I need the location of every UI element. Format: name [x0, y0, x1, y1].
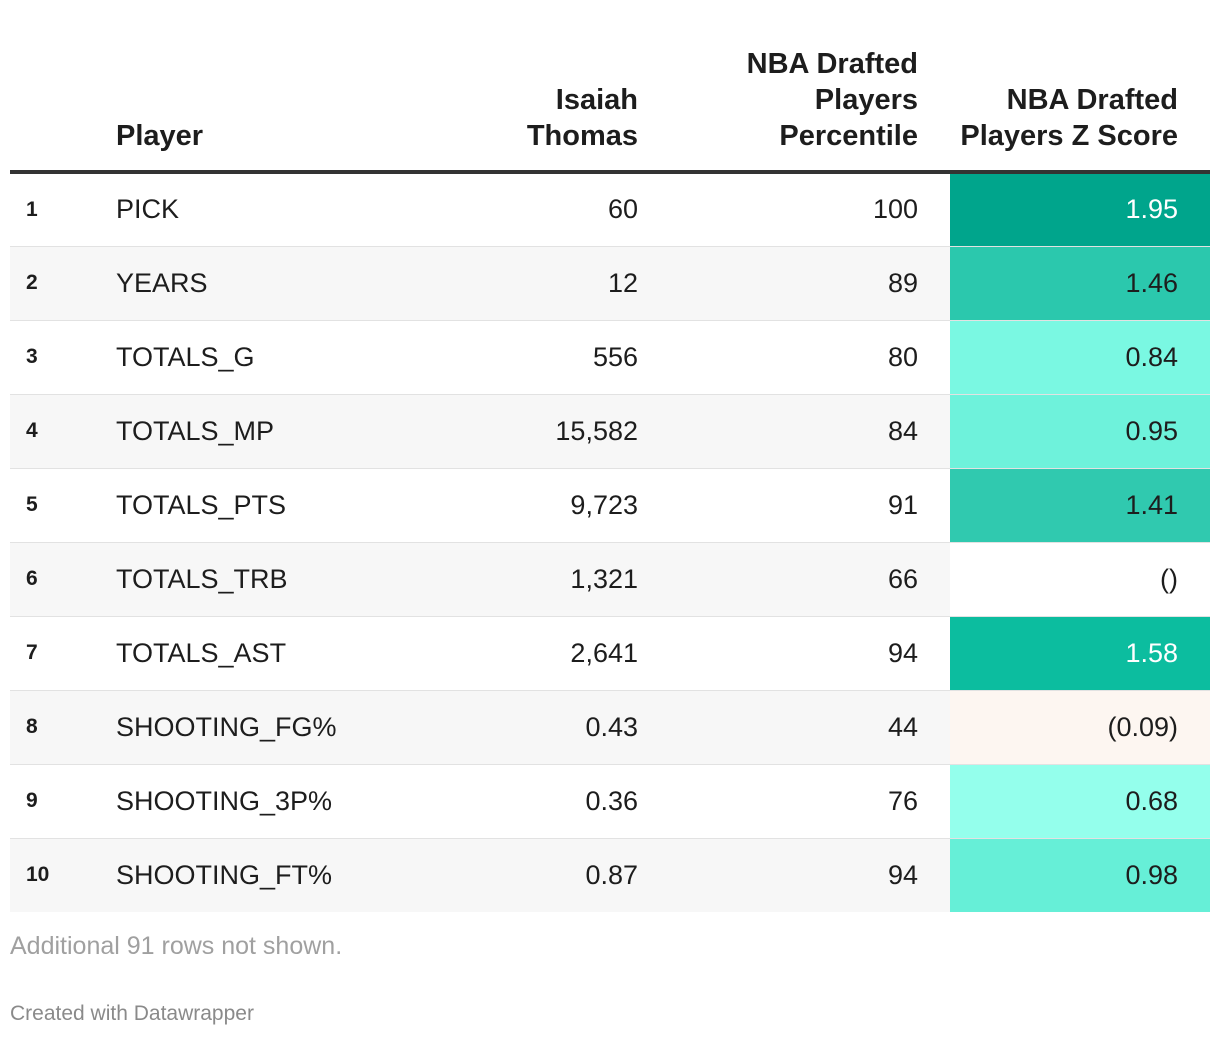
header-isaiah-thomas[interactable]: Isaiah Thomas	[470, 40, 670, 174]
rank-cell: 8	[10, 690, 110, 765]
z-score-cell: 1.46	[950, 246, 1210, 321]
player-cell: SHOOTING_FG%	[110, 690, 470, 765]
isaiah-thomas-cell: 0.43	[470, 690, 670, 765]
player-cell: TOTALS_AST	[110, 616, 470, 691]
isaiah-thomas-cell: 60	[470, 172, 670, 247]
player-cell: PICK	[110, 172, 470, 247]
percentile-cell: 76	[670, 764, 950, 839]
percentile-cell: 80	[670, 320, 950, 395]
table-row: 8 SHOOTING_FG% 0.43 44 (0.09)	[10, 690, 1210, 765]
table-row: 5 TOTALS_PTS 9,723 91 1.41	[10, 468, 1210, 543]
percentile-cell: 94	[887, 859, 918, 890]
rank-cell: 3	[10, 320, 110, 395]
player-cell: TOTALS_PTS	[110, 468, 470, 543]
table-row: 7 TOTALS_AST 2,641 94 1.58	[10, 616, 1210, 691]
z-score-cell: 0.68	[950, 764, 1210, 839]
header-rank[interactable]	[10, 40, 110, 174]
table-row: 9 SHOOTING_3P% 0.36 76 0.68	[10, 764, 1210, 839]
header-percentile[interactable]: NBA Drafted Players Percentile	[670, 40, 950, 174]
table-row: 10 SHOOTING_FT% 0.87 94 0.98	[10, 838, 1210, 912]
player-cell: TOTALS_G	[110, 320, 470, 395]
isaiah-thomas-cell: 9,723	[470, 468, 670, 543]
z-score-cell: (0.09)	[950, 690, 1210, 765]
player-cell: TOTALS_MP	[110, 394, 470, 469]
isaiah-thomas-cell: 12	[470, 246, 670, 321]
z-score-cell: 1.58	[950, 616, 1210, 691]
isaiah-thomas-cell: 0.36	[470, 764, 670, 839]
player-cell: TOTALS_TRB	[110, 542, 470, 617]
table-row: 1 PICK 60 100 1.95	[10, 172, 1210, 247]
header-player[interactable]: Player	[110, 40, 470, 174]
datawrapper-credit: Created with Datawrapper	[10, 1002, 254, 1025]
z-score-cell: ()	[950, 542, 1210, 617]
table-row: 4 TOTALS_MP 15,582 84 0.95	[10, 394, 1210, 469]
header-z-score[interactable]: NBA Drafted Players Z Score	[950, 40, 1210, 174]
table-header: Player Isaiah Thomas NBA Drafted Players…	[10, 40, 1210, 174]
z-score-cell: 0.98	[950, 838, 1210, 912]
percentile-cell: 44	[670, 690, 950, 765]
isaiah-thomas-cell: 556	[470, 320, 670, 395]
player-cell: SHOOTING_3P%	[110, 764, 470, 839]
percentile-cell: 94	[670, 616, 950, 691]
z-score-cell: 1.41	[950, 468, 1210, 543]
z-score-cell: 0.84	[950, 320, 1210, 395]
percentile-cell: 100	[670, 172, 950, 247]
player-cell: YEARS	[110, 246, 470, 321]
percentile-cell: 84	[670, 394, 950, 469]
player-cell: SHOOTING_FT%	[116, 859, 333, 890]
percentile-cell: 91	[670, 468, 950, 543]
rank-cell: 9	[10, 764, 110, 839]
table-row: 6 TOTALS_TRB 1,321 66()	[10, 542, 1210, 617]
z-score-cell: 1.95	[950, 172, 1210, 247]
table-row: 2 YEARS 12 89 1.46	[10, 246, 1210, 321]
table-body: 1 PICK 60 100 1.95 2 YEARS 12 89 1.46 3 TOTALS_G 556…	[10, 172, 1210, 912]
percentile-cell: 66	[670, 542, 950, 617]
isaiah-thomas-cell: 2,641	[470, 616, 670, 691]
table-row: 3 TOTALS_G 556 80 0.84	[10, 320, 1210, 395]
data-table: Player Isaiah Thomas NBA Drafted Players…	[10, 40, 1210, 912]
rank-cell: 4	[10, 394, 110, 469]
table-notes: Additional 91 rows not shown.	[10, 932, 343, 960]
rank-cell: 5	[10, 468, 110, 543]
z-score-cell: 0.95	[950, 394, 1210, 469]
isaiah-thomas-cell: 0.87	[585, 859, 638, 890]
rank-cell: 7	[10, 616, 110, 691]
percentile-cell: 89	[670, 246, 950, 321]
rank-cell: 6	[10, 542, 110, 617]
rank-cell: 10	[26, 863, 50, 887]
isaiah-thomas-cell: 1,321	[470, 542, 670, 617]
rank-cell: 1	[10, 172, 110, 247]
rank-cell: 2	[10, 246, 110, 321]
isaiah-thomas-cell: 15,582	[470, 394, 670, 469]
